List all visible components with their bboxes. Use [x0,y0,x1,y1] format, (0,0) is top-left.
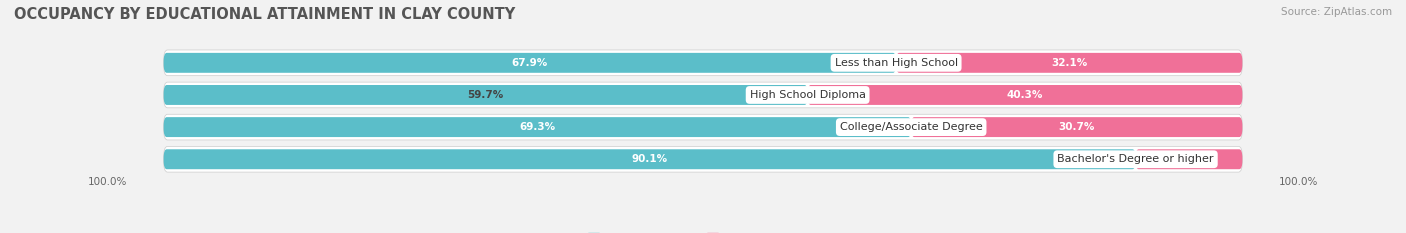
FancyBboxPatch shape [163,117,911,137]
Text: Source: ZipAtlas.com: Source: ZipAtlas.com [1281,7,1392,17]
Text: 69.3%: 69.3% [519,122,555,132]
FancyBboxPatch shape [807,85,1243,105]
Text: 100.0%: 100.0% [1278,177,1317,187]
FancyBboxPatch shape [163,53,896,73]
Text: Less than High School: Less than High School [835,58,957,68]
FancyBboxPatch shape [163,146,1243,172]
FancyBboxPatch shape [163,114,1243,140]
Text: Bachelor's Degree or higher: Bachelor's Degree or higher [1057,154,1213,164]
Text: 100.0%: 100.0% [89,177,128,187]
Text: College/Associate Degree: College/Associate Degree [839,122,983,132]
Text: 67.9%: 67.9% [512,58,548,68]
Text: High School Diploma: High School Diploma [749,90,866,100]
Text: 90.1%: 90.1% [631,154,668,164]
Text: OCCUPANCY BY EDUCATIONAL ATTAINMENT IN CLAY COUNTY: OCCUPANCY BY EDUCATIONAL ATTAINMENT IN C… [14,7,516,22]
FancyBboxPatch shape [896,53,1243,73]
Text: 30.7%: 30.7% [1059,122,1095,132]
FancyBboxPatch shape [163,85,807,105]
FancyBboxPatch shape [163,149,1136,169]
FancyBboxPatch shape [1136,149,1243,169]
Text: 40.3%: 40.3% [1007,90,1043,100]
Text: 32.1%: 32.1% [1052,58,1087,68]
Text: 9.9%: 9.9% [1174,154,1204,164]
FancyBboxPatch shape [163,50,1243,76]
Text: 59.7%: 59.7% [468,90,503,100]
FancyBboxPatch shape [911,117,1243,137]
FancyBboxPatch shape [163,82,1243,108]
